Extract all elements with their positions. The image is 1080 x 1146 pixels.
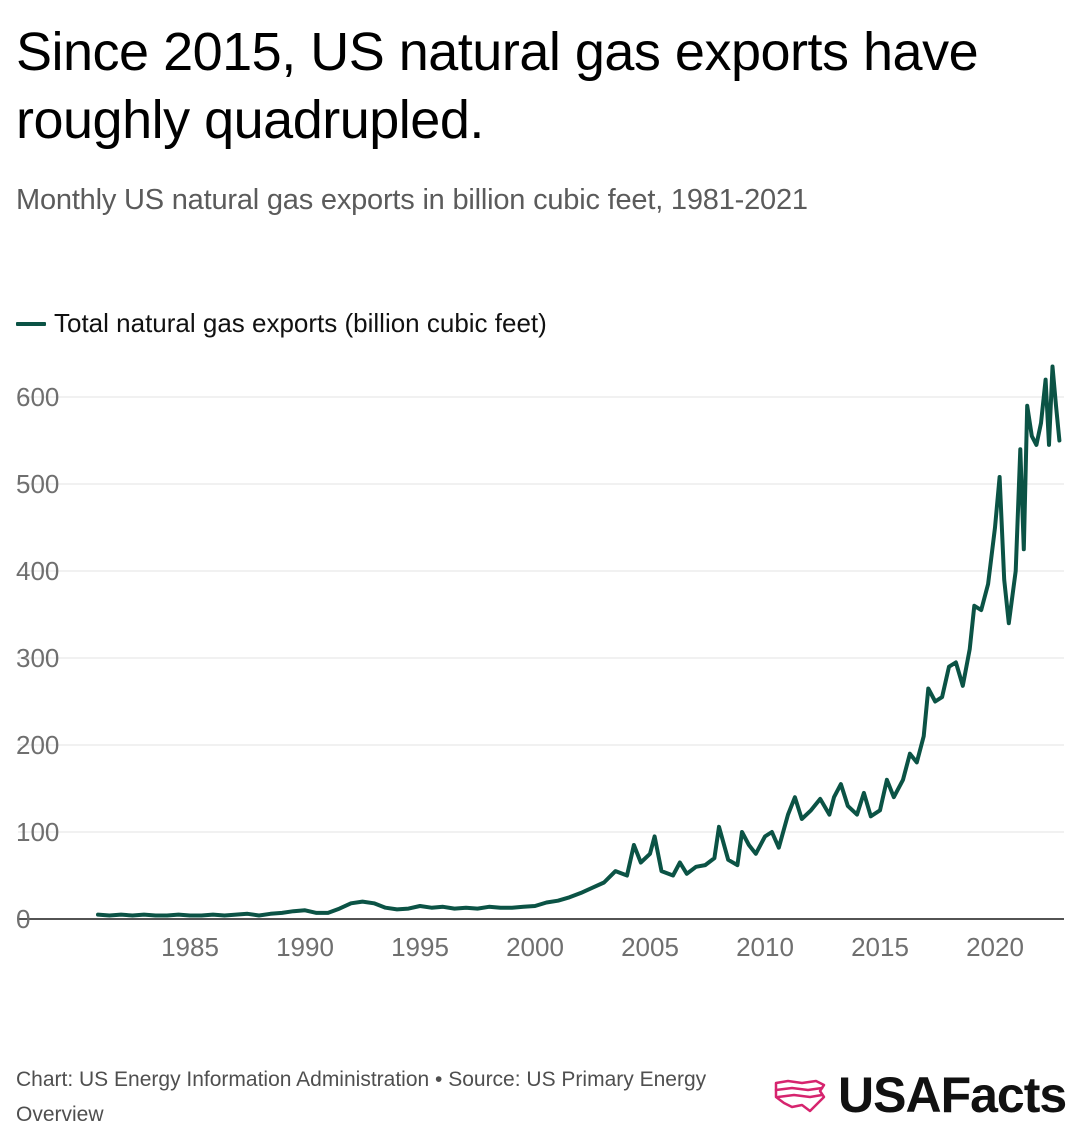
brand-logo: USAFacts [772, 1066, 1067, 1124]
chart-subtitle: Monthly US natural gas exports in billio… [16, 184, 808, 216]
y-tick-label: 100 [16, 817, 59, 847]
y-tick-label: 600 [16, 382, 59, 412]
x-axis-ticks: 1985 1990 1995 2000 2005 2010 2015 2020 [161, 932, 1024, 962]
series-line-exports [96, 364, 1062, 918]
x-tick-label: 1990 [276, 932, 334, 962]
x-tick-label: 1995 [391, 932, 449, 962]
y-tick-label: 200 [16, 730, 59, 760]
y-tick-label: 300 [16, 643, 59, 673]
x-tick-label: 2015 [851, 932, 909, 962]
y-tick-label: 500 [16, 469, 59, 499]
legend-swatch [16, 321, 46, 326]
usafacts-map-icon [774, 1079, 826, 1113]
x-tick-label: 2000 [506, 932, 564, 962]
line-chart: 0 100 200 300 400 500 600 1985 1990 1995 2000 2005… [16, 364, 1064, 962]
chart-title: Since 2015, US natural gas exports have … [16, 22, 979, 150]
y-tick-label: 0 [16, 904, 30, 934]
y-tick-label: 400 [16, 556, 59, 586]
x-tick-label: 2005 [621, 932, 679, 962]
x-tick-label: 2020 [966, 932, 1024, 962]
legend: Total natural gas exports (billion cubic… [16, 308, 547, 339]
legend-label: Total natural gas exports (billion cubic… [54, 308, 547, 338]
y-axis-ticks: 0 100 200 300 400 500 600 [16, 382, 59, 934]
brand-name: USAFacts [838, 1067, 1067, 1123]
source-note: Chart: US Energy Information Administrat… [16, 1068, 707, 1126]
x-tick-label: 1985 [161, 932, 219, 962]
x-tick-label: 2010 [736, 932, 794, 962]
grid-lines [18, 396, 1064, 920]
